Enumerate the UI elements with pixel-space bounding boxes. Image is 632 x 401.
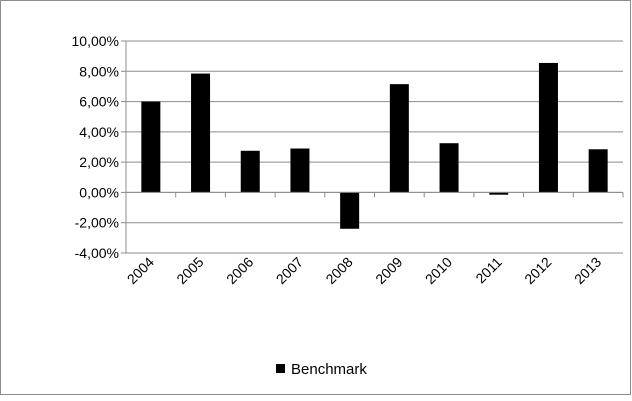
bar-2013 bbox=[588, 149, 608, 193]
y-axis-tick-labels: 10,00% 8,00% 6,00% 4,00% 2,00% 0,00% -2,00% -4,… bbox=[72, 33, 119, 261]
bar-2006 bbox=[240, 150, 260, 193]
legend: Benchmark bbox=[276, 361, 367, 378]
bar-2010 bbox=[439, 143, 459, 193]
x-tick-label: 2008 bbox=[322, 254, 355, 287]
x-tick-label: 2012 bbox=[521, 254, 554, 287]
legend-label-benchmark: Benchmark bbox=[291, 361, 367, 378]
x-tick-label: 2009 bbox=[372, 254, 405, 287]
x-axis-tick-labels: 2004 2005 2006 2007 2008 2009 2010 2011 2012 2013 bbox=[124, 254, 605, 287]
x-tick-label: 2004 bbox=[124, 254, 157, 287]
bar-2004 bbox=[141, 101, 161, 193]
y-tick-label: 10,00% bbox=[72, 33, 119, 49]
y-tick-label: 0,00% bbox=[79, 184, 119, 200]
y-tick-label: 8,00% bbox=[79, 63, 119, 79]
bar-2008 bbox=[340, 192, 360, 229]
bars bbox=[141, 62, 608, 229]
legend-swatch-benchmark bbox=[276, 364, 285, 373]
bar-2012 bbox=[538, 62, 558, 193]
x-tick-label: 2011 bbox=[472, 254, 505, 287]
x-tick-label: 2007 bbox=[273, 254, 306, 287]
y-tick-label: -2,00% bbox=[75, 215, 119, 231]
x-tick-label: 2013 bbox=[571, 254, 604, 287]
bar-2009 bbox=[389, 84, 409, 193]
y-tick-label: 4,00% bbox=[79, 124, 119, 140]
axes bbox=[125, 41, 624, 253]
y-tick-label: 6,00% bbox=[79, 94, 119, 110]
x-tick-label: 2005 bbox=[173, 254, 206, 287]
bar-2005 bbox=[191, 73, 211, 193]
bar-2011 bbox=[489, 192, 509, 195]
y-tick-label: 2,00% bbox=[79, 154, 119, 170]
bar-2007 bbox=[290, 148, 310, 193]
y-tick-label: -4,00% bbox=[75, 245, 119, 261]
x-tick-label: 2006 bbox=[223, 254, 256, 287]
x-tick-label: 2010 bbox=[422, 254, 455, 287]
